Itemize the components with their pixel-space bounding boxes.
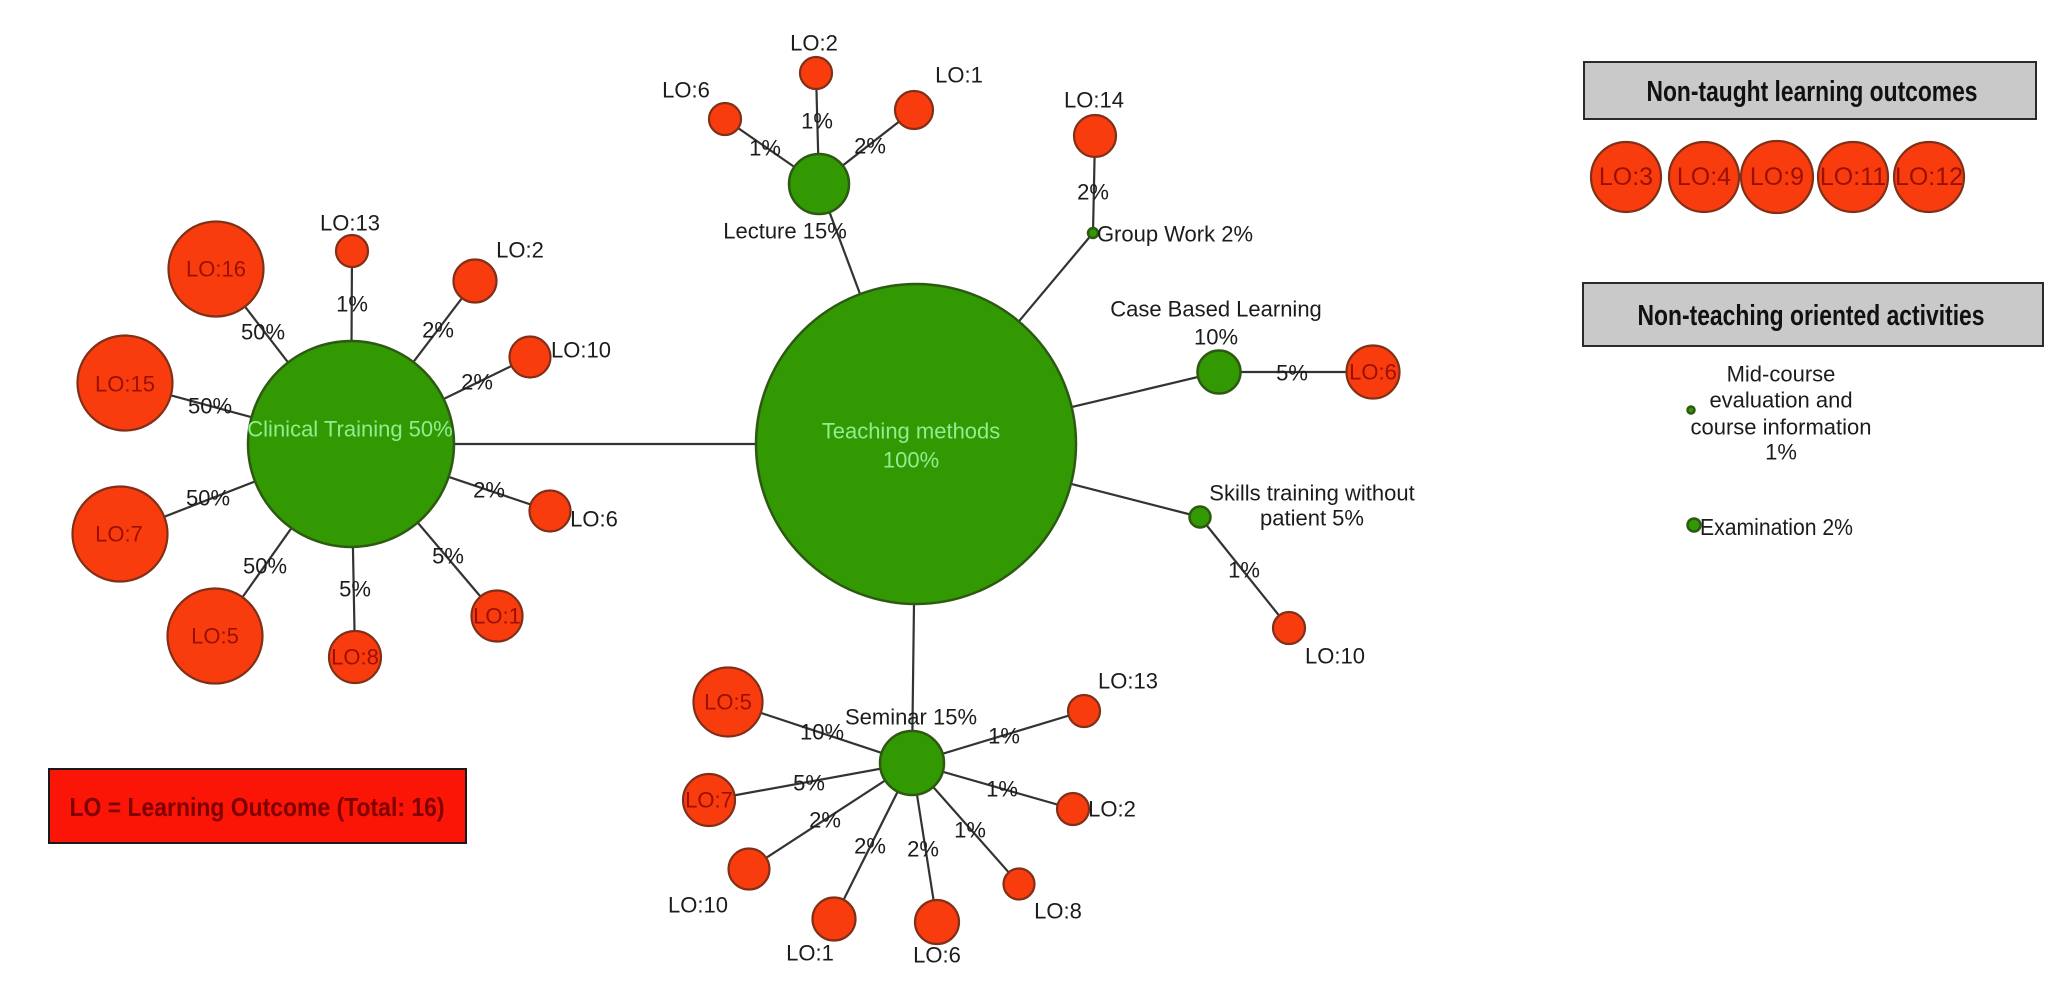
svg-text:1%: 1% <box>749 136 781 161</box>
svg-text:Mid-course: Mid-course <box>1727 362 1836 387</box>
svg-text:Case Based Learning: Case Based Learning <box>1110 297 1322 322</box>
svg-text:50%: 50% <box>188 394 232 419</box>
svg-text:LO = Learning Outcome (Total:: LO = Learning Outcome (Total: 16) <box>70 792 445 822</box>
svg-text:1%: 1% <box>986 777 1018 802</box>
svg-text:1%: 1% <box>1228 558 1260 583</box>
svg-text:2%: 2% <box>1077 180 1109 205</box>
svg-text:LO:10: LO:10 <box>1305 644 1365 669</box>
svg-text:Non-teaching oriented activiti: Non-teaching oriented activities <box>1638 300 1985 332</box>
svg-text:5%: 5% <box>432 544 464 569</box>
svg-text:2%: 2% <box>422 318 454 343</box>
svg-text:LO:14: LO:14 <box>1064 88 1124 113</box>
svg-text:2%: 2% <box>473 478 505 503</box>
svg-text:Non-taught learning outcomes: Non-taught learning outcomes <box>1647 76 1978 108</box>
svg-text:LO:15: LO:15 <box>95 372 155 397</box>
svg-text:LO:2: LO:2 <box>790 31 838 56</box>
svg-text:LO:1: LO:1 <box>473 604 521 629</box>
svg-text:LO:10: LO:10 <box>668 893 728 918</box>
svg-text:LO:10: LO:10 <box>551 338 611 363</box>
svg-text:LO:4: LO:4 <box>1677 163 1731 191</box>
svg-text:10%: 10% <box>1194 325 1238 350</box>
svg-text:1%: 1% <box>1765 440 1797 465</box>
svg-text:LO:9: LO:9 <box>1750 163 1804 191</box>
svg-text:LO:7: LO:7 <box>95 522 143 547</box>
svg-text:LO:2: LO:2 <box>496 238 544 263</box>
svg-text:1%: 1% <box>801 109 833 134</box>
svg-text:100%: 100% <box>883 448 939 473</box>
svg-text:2%: 2% <box>854 834 886 859</box>
svg-text:LO:11: LO:11 <box>1820 163 1886 191</box>
svg-text:Clinical Training 50%: Clinical Training 50% <box>247 417 452 442</box>
svg-text:LO:6: LO:6 <box>913 943 961 968</box>
svg-text:Lecture 15%: Lecture 15% <box>723 219 847 244</box>
svg-text:Group Work 2%: Group Work 2% <box>1097 222 1253 247</box>
svg-text:LO:6: LO:6 <box>662 78 710 103</box>
svg-text:LO:5: LO:5 <box>704 690 752 715</box>
svg-text:Skills training without: Skills training without <box>1209 481 1414 506</box>
svg-text:patient 5%: patient 5% <box>1260 506 1364 531</box>
svg-text:2%: 2% <box>854 134 886 159</box>
svg-text:LO:13: LO:13 <box>1098 669 1158 694</box>
svg-text:1%: 1% <box>988 724 1020 749</box>
svg-text:LO:6: LO:6 <box>570 507 618 532</box>
svg-text:2%: 2% <box>809 808 841 833</box>
svg-text:10%: 10% <box>800 720 844 745</box>
svg-text:LO:2: LO:2 <box>1088 797 1136 822</box>
svg-text:LO:16: LO:16 <box>186 257 246 282</box>
svg-text:LO:8: LO:8 <box>331 645 379 670</box>
svg-text:LO:7: LO:7 <box>685 788 733 813</box>
svg-text:2%: 2% <box>907 837 939 862</box>
svg-text:evaluation and: evaluation and <box>1709 388 1852 413</box>
svg-text:50%: 50% <box>241 320 285 345</box>
svg-text:LO:8: LO:8 <box>1034 899 1082 924</box>
svg-text:LO:12: LO:12 <box>1895 163 1963 191</box>
svg-text:1%: 1% <box>336 292 368 317</box>
svg-text:LO:5: LO:5 <box>191 624 239 649</box>
svg-text:course information: course information <box>1691 415 1872 440</box>
svg-text:Examination 2%: Examination 2% <box>1700 514 1853 540</box>
svg-text:1%: 1% <box>954 818 986 843</box>
svg-text:LO:6: LO:6 <box>1349 360 1397 385</box>
svg-text:50%: 50% <box>243 554 287 579</box>
svg-text:Teaching methods: Teaching methods <box>822 419 1001 444</box>
svg-text:LO:3: LO:3 <box>1599 163 1653 191</box>
svg-text:LO:13: LO:13 <box>320 211 380 236</box>
svg-text:Seminar 15%: Seminar 15% <box>845 705 977 730</box>
svg-text:LO:1: LO:1 <box>786 941 834 966</box>
svg-text:50%: 50% <box>186 486 230 511</box>
svg-text:5%: 5% <box>793 771 825 796</box>
svg-text:5%: 5% <box>1276 361 1308 386</box>
svg-text:5%: 5% <box>339 577 371 602</box>
svg-text:LO:1: LO:1 <box>935 63 983 88</box>
svg-text:2%: 2% <box>461 370 493 395</box>
